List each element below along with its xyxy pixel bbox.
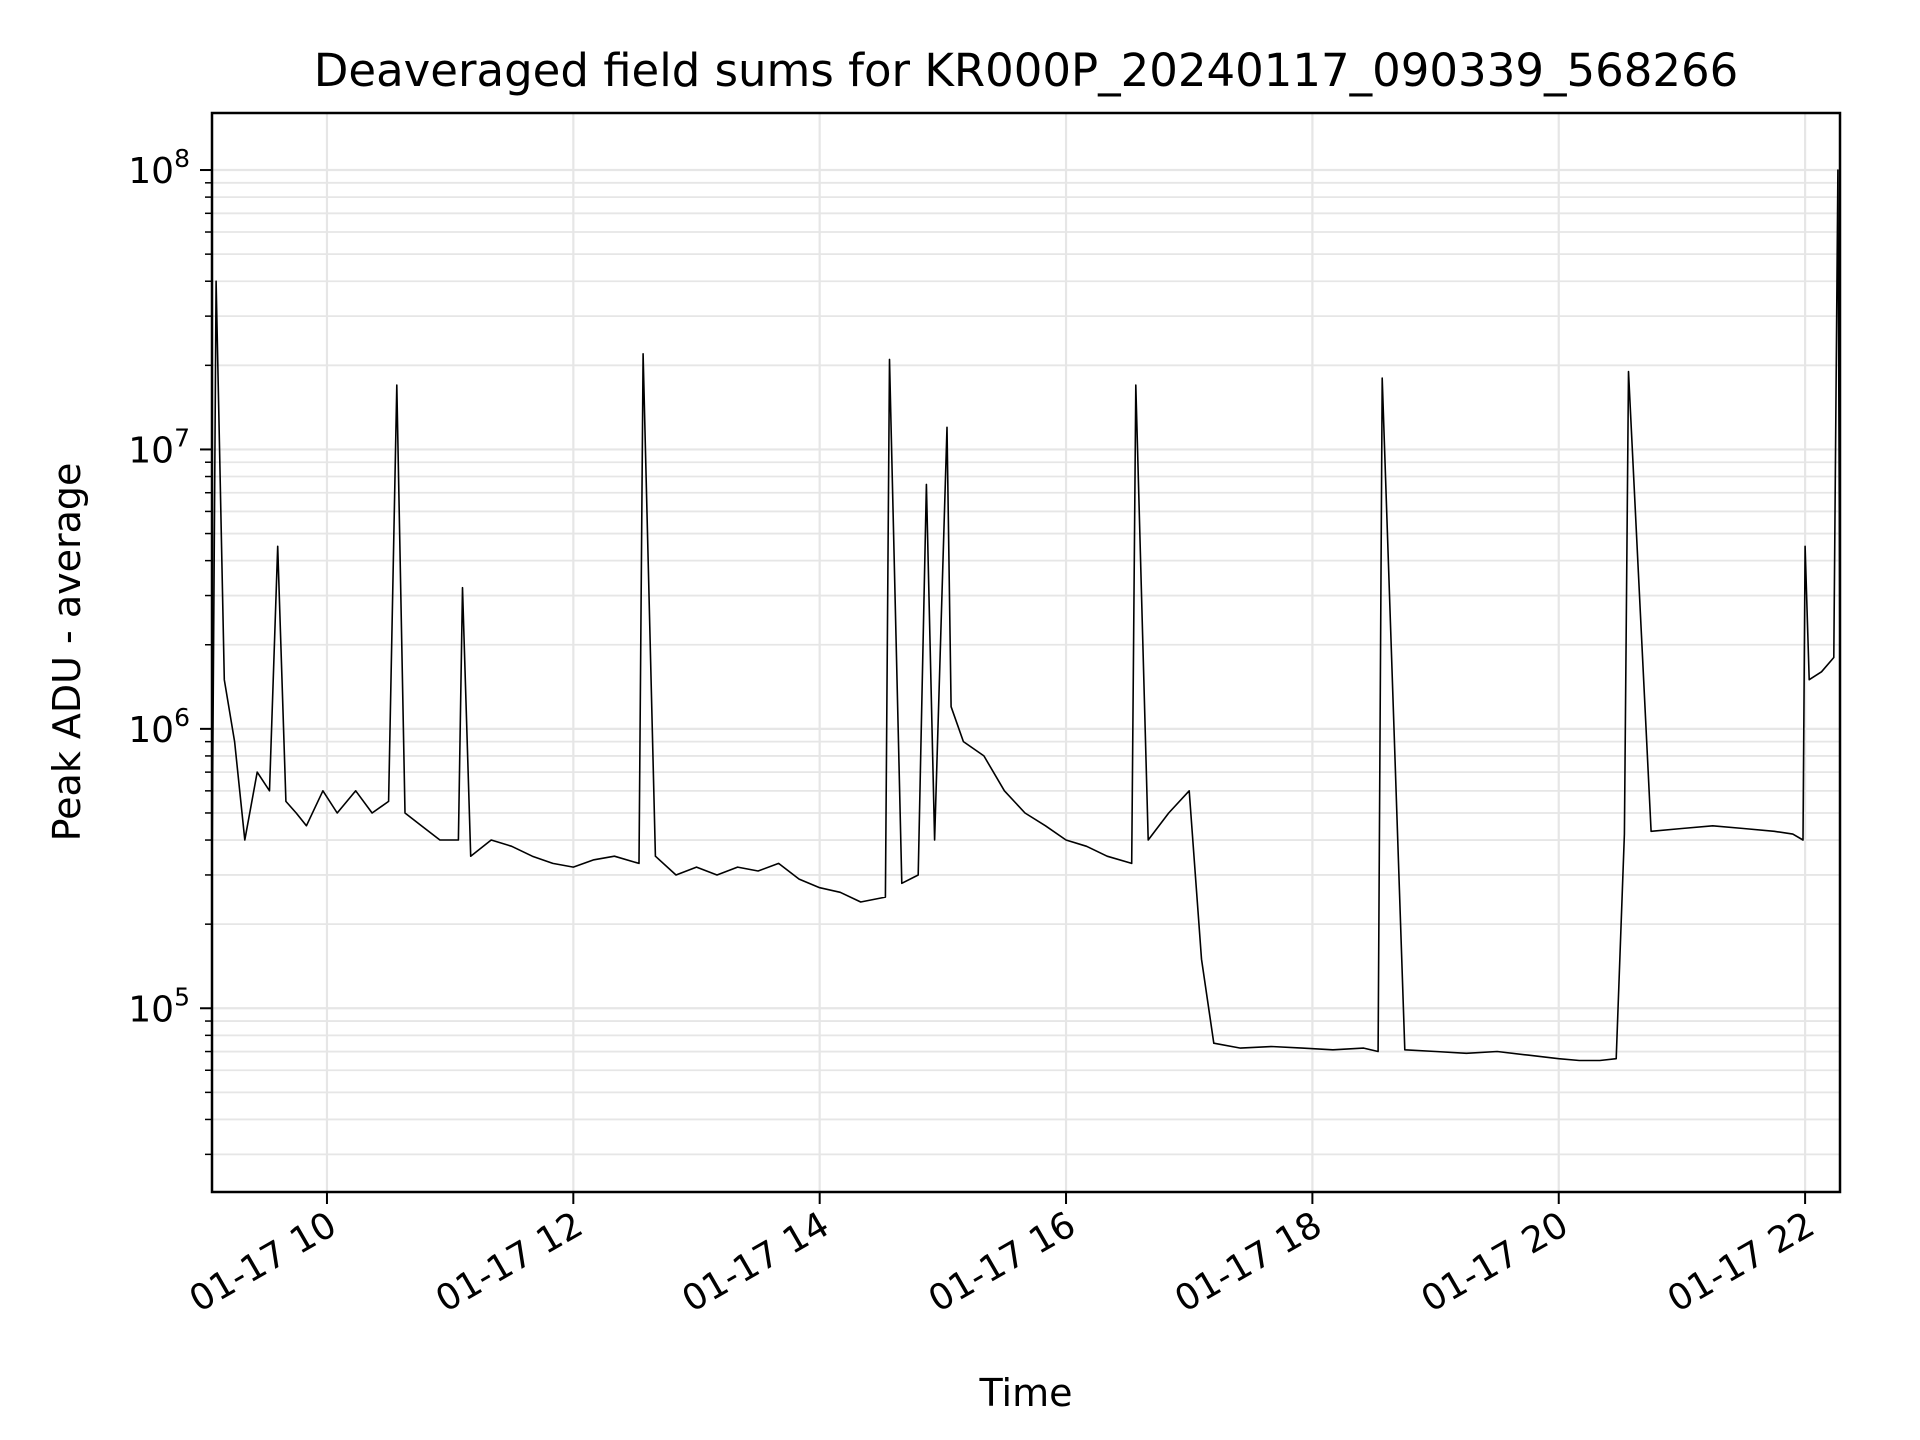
y-tick-label-base: 10	[128, 430, 174, 471]
y-tick-label: 105	[128, 982, 190, 1030]
series-line	[211, 169, 1841, 1062]
y-axis-label: Peak ADU - average	[45, 463, 89, 842]
y-tick-label-base: 10	[128, 989, 174, 1030]
grid	[212, 113, 1840, 1192]
y-tick-label-exponent: 7	[174, 423, 190, 452]
y-tick-label: 108	[128, 144, 190, 192]
y-tick-label-exponent: 5	[174, 982, 190, 1011]
y-tick-label: 107	[128, 423, 190, 471]
y-tick-label-exponent: 6	[174, 703, 190, 732]
y-tick-label-base: 10	[128, 710, 174, 751]
y-tick-label-exponent: 8	[174, 144, 190, 173]
y-tick-label: 106	[128, 703, 190, 751]
x-axis-label: Time	[979, 1371, 1073, 1415]
chart-title: Deaveraged field sums for KR000P_2024011…	[314, 44, 1738, 97]
y-tick-label-base: 10	[128, 151, 174, 192]
plot-frame	[210, 111, 1842, 1194]
series-layer	[211, 169, 1841, 1062]
